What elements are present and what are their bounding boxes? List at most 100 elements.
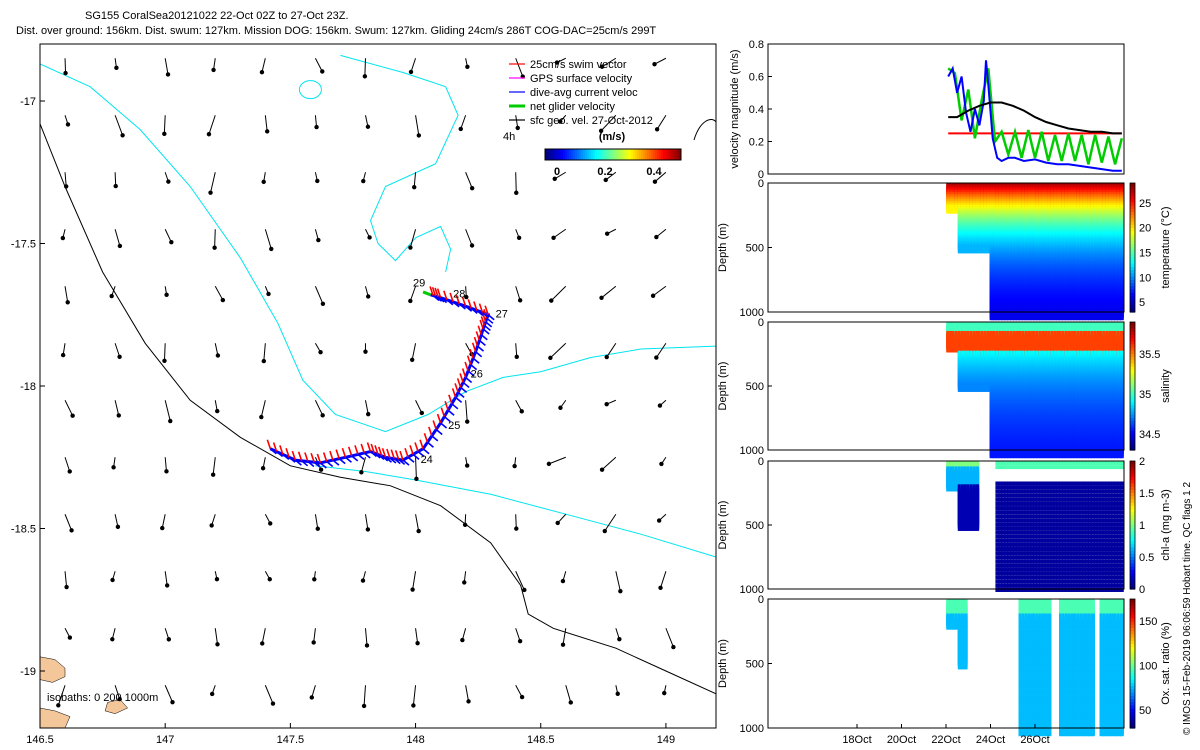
geo-velocity-arrowhead [215,642,220,647]
geo-velocity-arrowhead [654,234,659,240]
temperature-colorbar-cell [1130,215,1135,220]
geo-velocity-arrow [652,285,667,297]
salinity-sample [960,382,965,392]
geo-velocity-arrow [64,58,67,74]
geo-velocity-arrowhead [657,403,663,408]
colorbar-cell [597,149,600,160]
temperature-colorbar-cell [1130,234,1135,239]
geo-velocity-arrowhead [69,528,74,533]
geo-velocity-arrowhead [267,577,272,582]
swim-vector [479,319,484,330]
colorbar-frame [544,148,682,161]
isobath-200-line [40,63,716,433]
swim-vector [455,294,461,305]
velocity-series-net [947,67,1124,165]
colorbar-cell [585,149,588,160]
geo-velocity-arrowhead [604,401,609,407]
geo-velocity-arrowhead [517,298,523,303]
dac-vector [440,297,448,304]
swim-vector [390,449,396,459]
geo-velocity-arrow [548,456,566,465]
swim-vector [377,446,383,457]
geo-velocity-arrow [412,571,417,590]
swim-vector [266,439,272,449]
swim-vector [322,452,328,462]
geo-velocity-arrowhead [554,60,560,65]
geo-velocity-arrow [515,286,521,301]
geo-velocity-arrow [163,343,166,361]
swim-vector [448,394,453,405]
geo-velocity-arrowhead [365,527,371,532]
colorbar-cell [621,149,624,160]
geo-velocity-arrow [264,115,268,132]
salinity-sample [946,343,951,353]
colorbar-tick-label: 0 [554,166,560,178]
colorbar-cell [673,149,676,160]
geo-velocity-arrowhead [416,528,421,534]
geo-velocity-arrowhead [617,636,622,642]
geo-velocity-arrow [415,115,420,136]
dac-vector [460,386,468,394]
geo-velocity-arrow [114,685,121,700]
geo-velocity-arrow [163,115,166,134]
geo-velocity-arrow [64,400,74,416]
geo-velocity-arrowhead [209,523,214,528]
geo-velocity-arrowhead [120,133,125,138]
geo-velocity-arrowhead [408,245,413,250]
geo-velocity-arrowhead [560,642,566,647]
swim-vector [414,442,419,452]
geo-velocity-arrowhead [408,69,414,75]
geo-velocity-arrowhead [206,132,212,137]
dac-vector [440,422,448,429]
swim-vector [469,348,474,359]
geo-velocity-arrow [655,342,667,358]
geo-velocity-arrowhead [266,291,271,297]
temperature-sample [1050,311,1055,321]
colorbar-cell [623,149,626,160]
temperature-colorbar-cell [1130,257,1135,261]
geo-velocity-arrowhead [458,126,463,132]
geo-velocity-arrowhead [320,301,326,306]
geo-velocity-arrowhead [318,349,323,355]
geo-velocity-arrowhead [315,526,320,531]
geo-velocity-arrowhead [618,588,623,594]
temperature-sample [1116,311,1121,321]
dac-vector [457,391,465,399]
dac-vector [282,453,290,461]
swim-vector [436,288,442,298]
map-x-tick-label: 147.5 [277,734,305,746]
colorbar-cell [567,149,570,160]
geo-velocity-arrowhead [264,129,270,134]
isobath-0-line [693,118,716,141]
geo-velocity-arrowhead [113,183,118,189]
geo-velocity-arrowhead [268,521,273,526]
geo-velocity-arrowhead [671,644,676,650]
geo-velocity-arrowhead [111,465,116,470]
colorbar-cell [589,149,592,160]
dac-vector [482,311,490,319]
temperature-sample [963,244,968,254]
geo-velocity-arrow [415,628,419,644]
geo-velocity-arrowhead [359,470,364,475]
temperature-sample [1004,311,1009,321]
temperature-colorbar-frame [1129,182,1136,313]
geo-velocity-arrowhead [270,701,276,706]
geo-velocity-arrowhead [466,699,471,704]
geo-velocity-arrow [261,628,266,644]
geo-velocity-arrow [413,172,417,188]
colorbar-cell [625,149,628,160]
geo-velocity-arrowhead [117,696,122,702]
geo-velocity-arrowhead [658,585,663,590]
geo-velocity-arrowhead [363,349,368,354]
colorbar-cell [547,149,550,160]
geo-velocity-arrowhead [462,580,467,585]
velocity-y-label: velocity magnitude (m/s) [729,49,741,168]
geo-velocity-arrow [515,58,524,77]
swim-vector [436,413,442,424]
geo-velocity-arrowhead [316,237,321,243]
geo-velocity-arrow [164,229,172,243]
swim-vector [473,336,479,347]
temperature-sample [1113,311,1118,321]
geo-velocity-arrow [57,685,66,706]
